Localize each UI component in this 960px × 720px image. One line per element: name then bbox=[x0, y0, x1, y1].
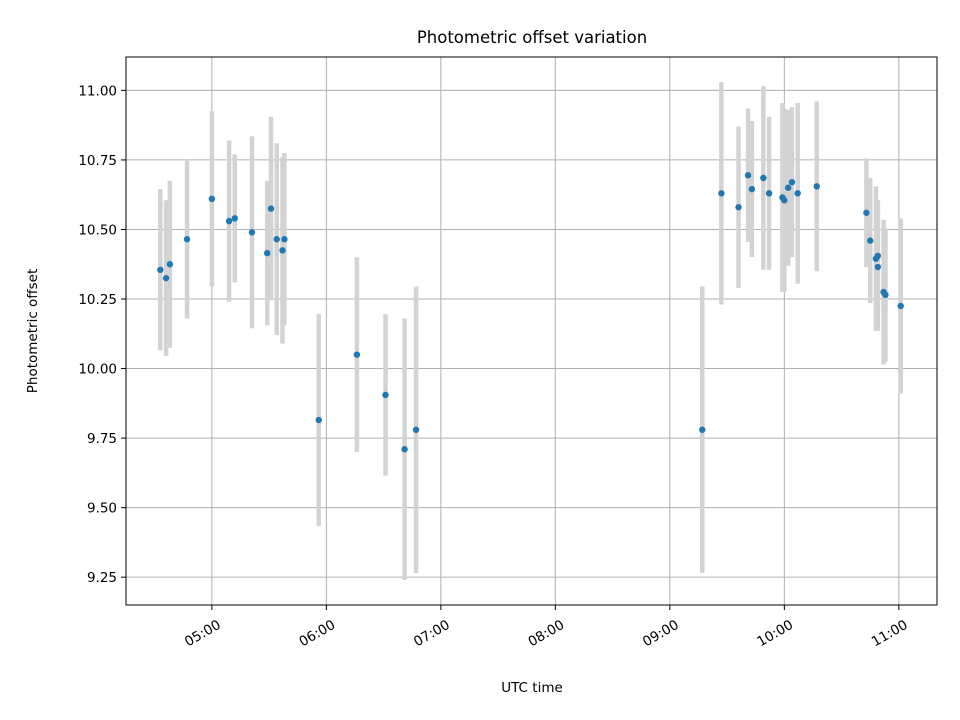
y-tick-label: 10.50 bbox=[78, 222, 117, 238]
data-point bbox=[874, 252, 882, 260]
data-point bbox=[248, 229, 256, 236]
data-point bbox=[267, 205, 275, 212]
y-tick-label: 9.25 bbox=[87, 570, 117, 586]
data-point bbox=[744, 172, 752, 179]
data-point bbox=[699, 426, 706, 433]
data-point bbox=[279, 247, 286, 254]
y-tick-label: 10.25 bbox=[78, 292, 117, 308]
data-points bbox=[157, 172, 904, 453]
data-point bbox=[874, 263, 882, 271]
y-axis-ticks: 9.25 9.50 9.75 10.00 10.25 10.50 10.75 11.00 bbox=[78, 83, 126, 586]
data-point bbox=[183, 236, 191, 243]
data-point bbox=[788, 178, 796, 186]
data-point bbox=[784, 184, 792, 191]
data-point bbox=[760, 174, 767, 182]
data-point bbox=[882, 291, 889, 299]
grid bbox=[126, 57, 937, 605]
data-point bbox=[401, 446, 408, 453]
y-tick-label: 11.00 bbox=[78, 83, 117, 99]
data-point bbox=[382, 391, 389, 399]
data-point bbox=[794, 190, 801, 197]
y-tick-label: 10.00 bbox=[78, 362, 117, 378]
data-point bbox=[273, 236, 280, 243]
data-point bbox=[353, 351, 361, 358]
data-point bbox=[813, 183, 820, 190]
y-tick-label: 10.75 bbox=[78, 153, 117, 169]
y-tick-label: 9.50 bbox=[87, 501, 117, 517]
y-axis-label: Photometric offset bbox=[25, 269, 41, 393]
data-point bbox=[748, 185, 756, 193]
data-point bbox=[315, 416, 322, 424]
data-point bbox=[225, 217, 233, 225]
data-point bbox=[166, 261, 174, 268]
data-point bbox=[735, 204, 742, 211]
data-point bbox=[157, 266, 164, 274]
plot-frame bbox=[125, 56, 938, 606]
x-axis-label: UTC time bbox=[501, 680, 563, 696]
data-point bbox=[162, 274, 170, 282]
chart-title: Photometric offset variation bbox=[417, 28, 647, 47]
data-point bbox=[863, 209, 870, 216]
y-tick-label: 9.75 bbox=[87, 431, 117, 447]
data-point bbox=[231, 215, 238, 222]
data-point bbox=[264, 249, 271, 257]
data-point bbox=[867, 237, 874, 244]
data-point bbox=[412, 426, 420, 433]
data-point bbox=[897, 302, 904, 310]
data-point bbox=[765, 190, 773, 197]
data-point bbox=[781, 197, 788, 204]
data-point bbox=[281, 236, 288, 243]
data-point bbox=[718, 190, 725, 197]
data-point bbox=[208, 195, 216, 203]
